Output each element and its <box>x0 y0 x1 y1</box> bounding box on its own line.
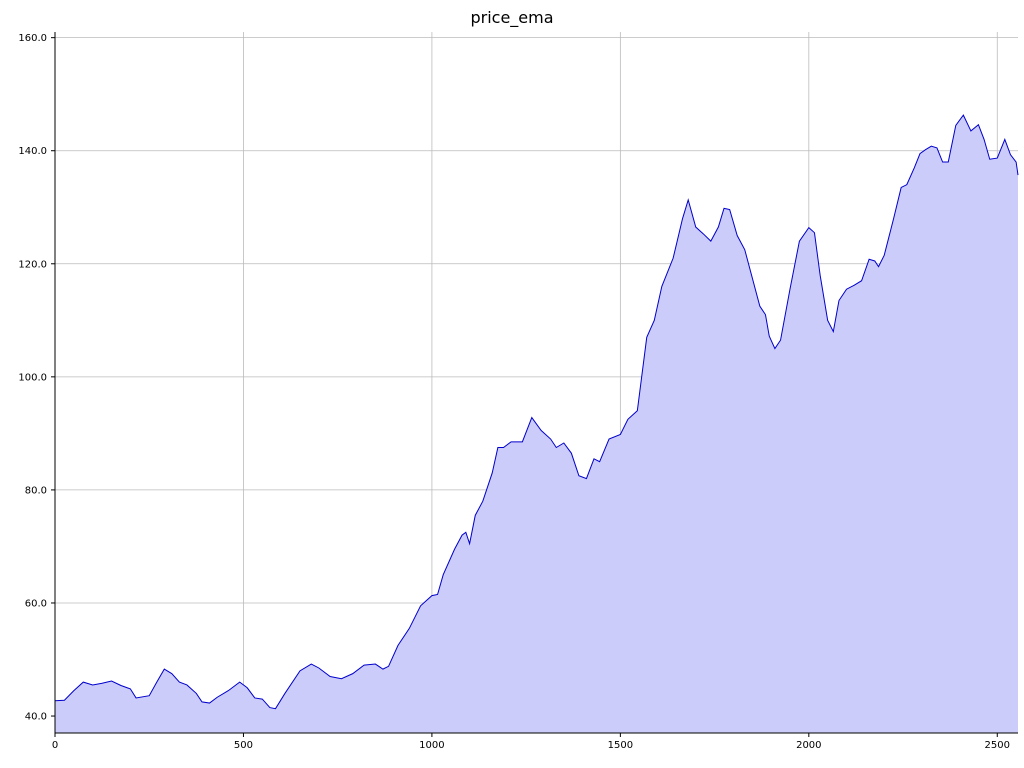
y-tick-label: 100.0 <box>18 372 47 383</box>
y-tick-label: 60.0 <box>25 598 47 609</box>
y-tick-label: 80.0 <box>25 485 47 496</box>
x-tick-label: 1000 <box>419 740 444 751</box>
x-tick-label: 2500 <box>985 740 1010 751</box>
y-tick-label: 160.0 <box>18 33 47 44</box>
line <box>54 114 1019 710</box>
y-tick-label: 140.0 <box>18 146 47 157</box>
y-tick-label: 40.0 <box>25 712 47 723</box>
x-tick-label: 2000 <box>796 740 821 751</box>
y-tick-label: 120.0 <box>18 259 47 270</box>
x-tick-label: 500 <box>234 740 253 751</box>
x-tick-label: 0 <box>52 740 58 751</box>
chart-title: price_ema <box>470 8 553 28</box>
x-tick-label: 1500 <box>608 740 633 751</box>
